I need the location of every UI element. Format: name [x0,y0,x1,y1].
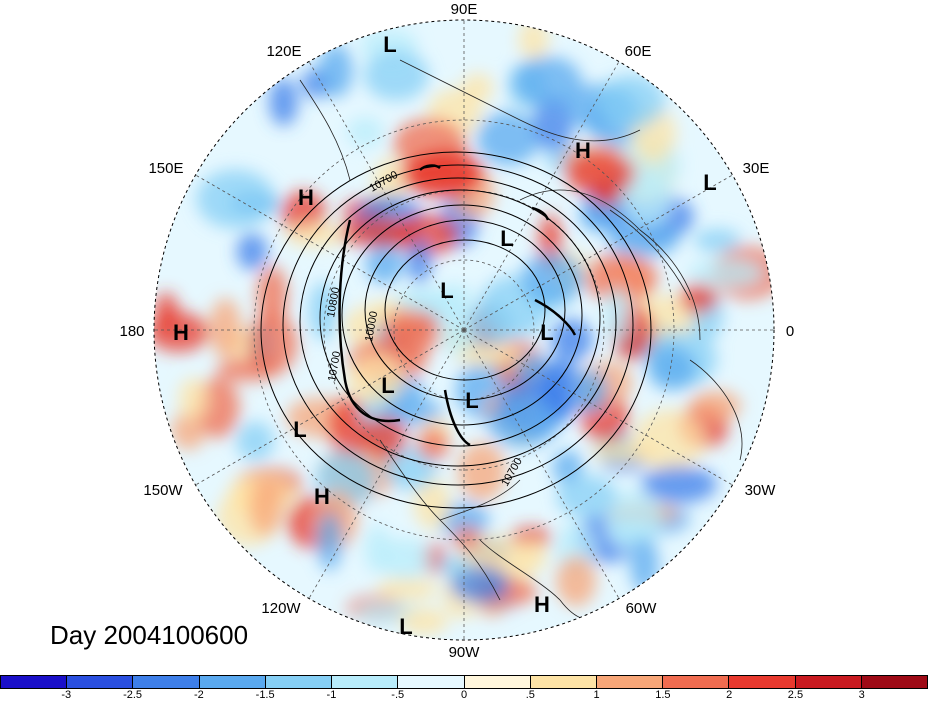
lon-label-120w: 120W [261,600,301,617]
colorbar-tick-label: 1 [593,689,600,701]
colorbar-tick-label: 2.5 [787,689,804,701]
height-contours [260,151,652,509]
lon-label-150e: 150E [148,160,183,177]
colorbar-tick-label: 2 [726,689,733,701]
longitude-labels: 90E 60E 30E 0 30W 60W 90W 120W 150W 180 … [119,1,794,661]
colorbar-swatch [795,676,862,688]
colorbar-tick-label: 0 [460,689,468,701]
colorbar-swatch [530,676,597,688]
high-pressure-label: H [575,138,591,163]
colorbar-swatch [265,676,333,688]
colorbar-swatch [663,676,730,688]
low-pressure-label: L [500,226,513,251]
low-pressure-label: L [465,388,478,413]
contour-label: 10800 [325,286,342,318]
graticule [154,20,774,640]
low-pressure-label: L [399,614,412,639]
lon-label-30w: 30W [745,482,777,499]
low-pressure-label: L [540,320,553,345]
colorbar-tick-label: 1.5 [655,689,671,701]
contour-label: 10000 [363,310,380,342]
colorbar-tick-label: .5 [525,689,535,701]
contour-label: 10700 [326,350,343,382]
lon-label-0: 0 [786,323,794,340]
high-pressure-label: H [314,484,330,509]
lon-label-30e: 30E [743,160,770,177]
colorbar-tick-label: -3 [61,689,72,701]
colorbar-swatch [199,676,266,688]
colorbar-tick-label: -2 [193,689,204,701]
high-pressure-label: H [534,592,550,617]
colorbar-swatch [1,676,68,688]
colorbar-tick-label: -1 [326,689,337,701]
colorbar-swatch [398,676,465,688]
colorbar-swatch [67,676,134,688]
lon-label-90e: 90E [451,1,478,18]
lon-label-90w: 90W [449,644,481,661]
high-pressure-label: H [173,320,189,345]
colorbar-tick-labels: -3 -2.5 -2 -1.5 -1 -.5 0 .5 1 1.5 2 2.5 3 [0,689,928,702]
lon-label-120e: 120E [266,43,301,60]
colorbar-swatch [464,676,531,688]
low-pressure-label: L [293,417,306,442]
lon-label-150w: 150W [143,482,183,499]
colorbar-tick-label: 3 [858,689,865,701]
lon-label-180: 180 [119,323,144,340]
anomaly-field [154,20,774,640]
colorbar-swatch [133,676,200,688]
low-pressure-label: L [381,373,394,398]
low-pressure-label: L [383,32,396,57]
colorbar [0,675,928,689]
colorbar-tick-label: -1.5 [255,689,275,701]
colorbar-swatch [861,676,928,688]
colorbar-tick-label: -2.5 [123,689,143,701]
low-pressure-label: L [440,278,453,303]
low-pressure-label: L [703,170,716,195]
pressure-centers: L L L L L L L L L H H H H H [173,32,717,639]
lon-label-60w: 60W [626,600,658,617]
colorbar-tick-label: -.5 [391,689,405,701]
colorbar-swatch [332,676,399,688]
colorbar-swatch [596,676,664,688]
lon-label-60e: 60E [625,43,652,60]
high-pressure-label: H [298,185,314,210]
day-label: Day 2004100600 [50,620,249,650]
colorbar-swatch [729,676,796,688]
map-boundary [153,19,775,641]
